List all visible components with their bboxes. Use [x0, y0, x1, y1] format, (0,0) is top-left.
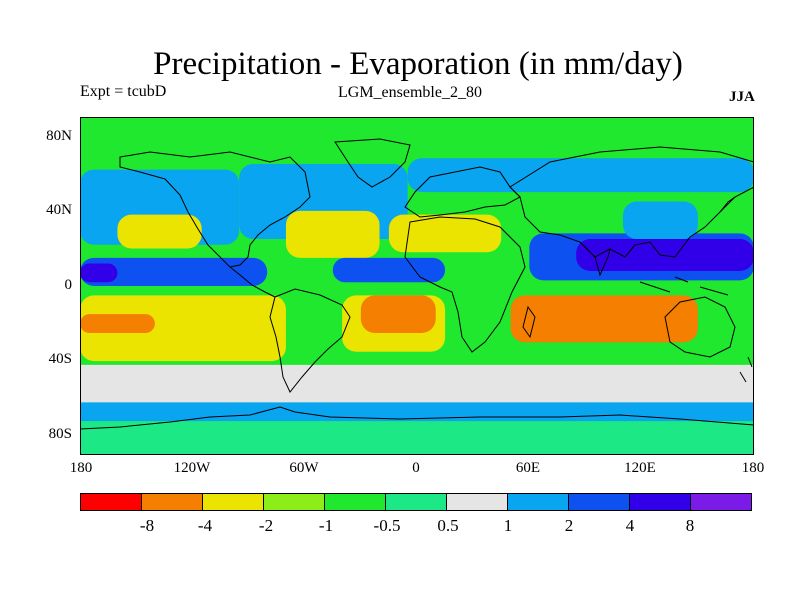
- region-npac-dry: [117, 214, 202, 249]
- coast-new-zealand: [739, 356, 753, 383]
- colorbar-label-1: 1: [503, 516, 513, 535]
- lon-label-180w: 180: [69, 460, 93, 476]
- coast-australia: [664, 296, 736, 358]
- ensemble-label: LGM_ensemble_2_80: [338, 84, 482, 101]
- region-natl-dry: [285, 210, 380, 258]
- colorbar-label-m4: -4: [197, 516, 213, 535]
- lon-label-120e: 120E: [624, 460, 656, 476]
- region-sahara-arabia: [388, 214, 502, 253]
- colorbar-label-8: 8: [685, 516, 695, 535]
- coast-south-america: [269, 288, 351, 393]
- coast-central-america: [229, 266, 276, 298]
- lon-label-180e: 180: [741, 460, 765, 476]
- colorbar-label-2: 2: [564, 516, 574, 535]
- experiment-label: Expt = tcubD: [80, 83, 167, 100]
- colorbar-box-9: [629, 493, 691, 511]
- coast-asia: [509, 146, 754, 258]
- lon-label-0: 0: [412, 460, 420, 476]
- colorbar: [80, 493, 752, 511]
- coast-japan: [719, 196, 736, 213]
- coast-maritime-continent: [639, 276, 729, 296]
- colorbar-box-1: [141, 493, 203, 511]
- lon-label-120w: 120W: [173, 460, 211, 476]
- colorbar-box-4: [324, 493, 386, 511]
- colorbar-box-5: [385, 493, 447, 511]
- colorbar-box-7: [507, 493, 569, 511]
- colorbar-box-8: [568, 493, 630, 511]
- region-satl-dry-core: [360, 295, 436, 333]
- season-label: JJA: [729, 89, 755, 105]
- region-eurasia-north: [407, 158, 754, 193]
- lat-label-80s: 80S: [48, 426, 72, 442]
- coast-north-america: [119, 151, 311, 268]
- map-title: Precipitation - Evaporation (in mm/day): [153, 46, 683, 82]
- colorbar-box-3: [263, 493, 325, 511]
- colorbar-label-m2: -2: [258, 516, 274, 535]
- colorbar-box-10: [690, 493, 752, 511]
- coast-africa: [404, 216, 526, 353]
- coast-antarctica: [80, 406, 754, 430]
- colorbar-label-m8: -8: [139, 516, 155, 535]
- region-antarctica: [80, 421, 754, 455]
- region-sio-dry: [510, 295, 698, 343]
- colorbar-label-05: 0.5: [437, 516, 459, 535]
- lon-label-60e: 60E: [515, 460, 541, 476]
- region-southern-ocean: [80, 364, 754, 403]
- region-spac-dry-core: [80, 314, 155, 333]
- lat-label-80n: 80N: [46, 128, 72, 144]
- region-spac-dry: [80, 295, 286, 362]
- region-pacific-itcz-core: [80, 263, 118, 283]
- lon-label-60w: 60W: [289, 460, 319, 476]
- coast-madagascar: [522, 305, 536, 339]
- lat-label-40s: 40S: [48, 351, 72, 367]
- colorbar-label-m1: -1: [318, 516, 334, 535]
- lat-label-40n: 40N: [46, 202, 72, 218]
- colorbar-box-6: [446, 493, 508, 511]
- region-pacific-itcz: [80, 257, 268, 286]
- pe-map: [80, 117, 754, 455]
- map-frame: [80, 117, 754, 455]
- colorbar-label-4: 4: [625, 516, 635, 535]
- region-asian-monsoon-core: [576, 239, 754, 271]
- coastlines: [80, 138, 754, 430]
- lat-label-0: 0: [64, 277, 73, 293]
- region-east-asia-blue: [622, 201, 698, 240]
- colorbar-box-0: [80, 493, 142, 511]
- coast-india: [579, 241, 611, 277]
- coast-greenland: [334, 138, 411, 188]
- colorbar-box-2: [202, 493, 264, 511]
- region-atlantic-itcz: [332, 257, 446, 283]
- colorbar-label-m05: -0.5: [373, 516, 401, 535]
